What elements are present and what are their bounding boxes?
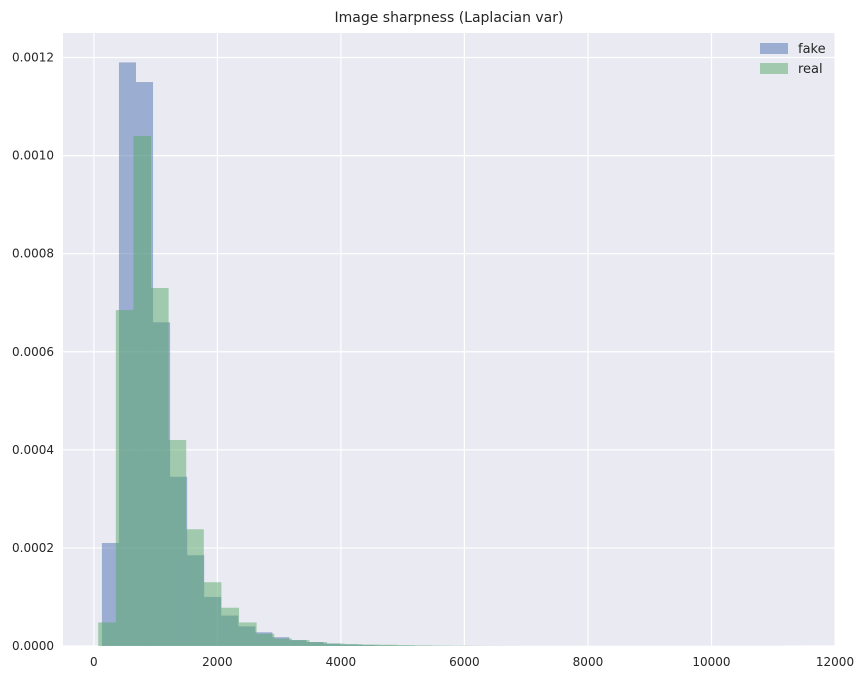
real-bar [309,642,328,646]
real-bar [168,440,187,646]
real-bar [291,640,310,646]
real-bar [221,607,240,646]
real-bar [379,644,398,646]
x-tick-label: 6000 [449,655,480,669]
y-tick-label: 0.0002 [12,541,54,555]
legend: fake real [760,42,826,77]
y-tick-label: 0.0004 [12,443,54,457]
x-tick-label: 0 [90,655,98,669]
x-tick-label: 4000 [326,655,357,669]
real-bar [397,645,416,646]
legend-swatch-fake [760,43,788,54]
real-bar [133,135,152,646]
real-bar [274,638,292,646]
real-bar [98,622,116,646]
real-bar [203,582,222,646]
real-bar [415,645,433,646]
real-bar [151,288,169,646]
real-bar [327,643,345,646]
legend-label-real: real [798,62,823,77]
fake-bar [101,543,119,646]
real-bar [344,644,363,646]
x-tick-label: 2000 [202,655,233,669]
axis-ticks: 0 2000 4000 6000 8000 10000 12000 0.0000 0.0002 0… [12,51,854,669]
legend-swatch-real [760,63,788,74]
real-bar [362,644,380,646]
y-tick-label: 0.0000 [12,639,54,653]
x-tick-label: 12000 [816,655,854,669]
x-tick-label: 8000 [573,655,604,669]
y-tick-label: 0.0010 [12,149,54,163]
legend-label-fake: fake [798,42,826,57]
real-bar [256,633,275,646]
y-tick-label: 0.0012 [12,51,54,65]
chart-title: Image sharpness (Laplacian var) [335,10,564,26]
real-bar [186,529,204,646]
real-bar [239,622,257,646]
y-tick-label: 0.0006 [12,345,54,359]
y-tick-label: 0.0008 [12,247,54,261]
histogram-bars [98,62,803,647]
x-tick-label: 10000 [692,655,730,669]
real-bar [115,310,134,646]
